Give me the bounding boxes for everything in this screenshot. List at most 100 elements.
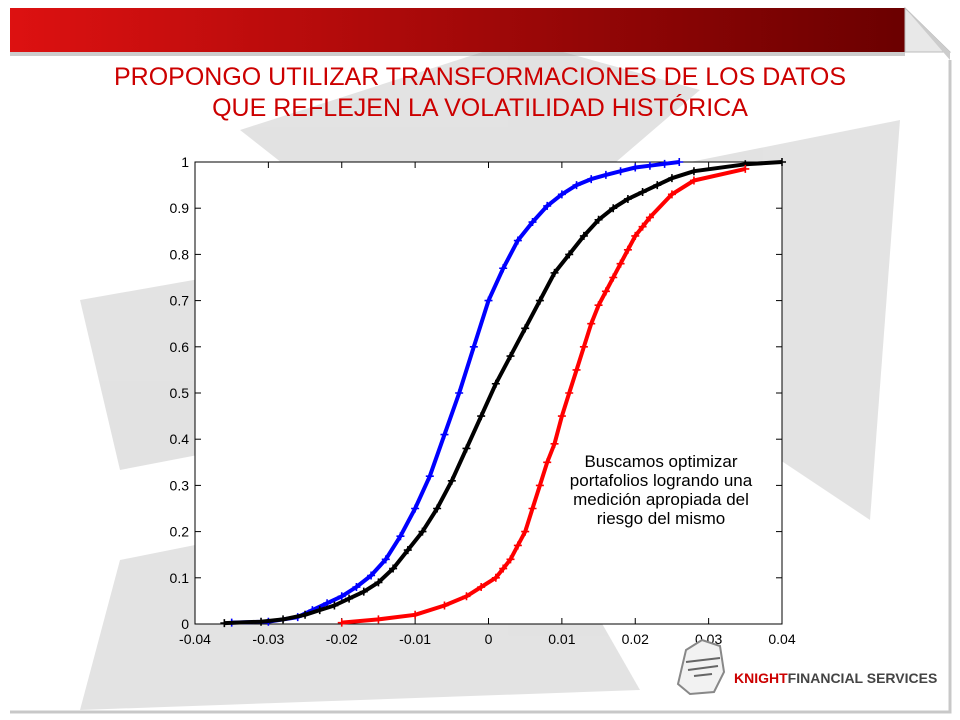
data-point [462,592,471,601]
data-point [660,159,669,168]
data-point [506,352,515,361]
data-point [631,231,640,240]
plot-area [194,161,783,625]
data-point [425,472,434,481]
y-tick-label: 0 [181,616,189,632]
data-point [550,439,559,448]
data-point [337,618,346,627]
data-point [513,236,522,245]
y-tick-label: 0.3 [170,477,190,493]
data-point [557,190,566,199]
data-point [477,583,486,592]
data-point [381,555,390,564]
data-point [491,379,500,388]
y-tick-label: 0.4 [170,431,190,447]
data-point [367,571,376,580]
data-point [491,573,500,582]
data-point [374,615,383,624]
data-point [499,264,508,273]
data-point [279,615,288,624]
x-tick-label: -0.04 [179,631,211,647]
series-2 [220,158,786,628]
y-tick-label: 0.7 [170,293,190,309]
data-point [594,215,603,224]
data-point [440,430,449,439]
data-point [359,587,368,596]
data-point [506,555,515,564]
data-point [396,532,405,541]
data-point [616,259,625,268]
x-tick-label: 0.02 [622,631,649,647]
data-point [257,617,266,626]
data-point [499,564,508,573]
data-point [587,175,596,184]
data-point [565,250,574,259]
data-point [631,163,640,172]
cdf-chart: -0.04 -0.03 -0.02 -0.01 0 0.01 0.02 0.03 0.0400.… [170,154,796,647]
logo-brand: KNIGHT [734,670,788,686]
data-point [447,476,456,485]
data-point [623,194,632,203]
data-point [689,167,698,176]
y-tick-label: 1 [181,154,189,170]
page-curl-corner [904,6,952,60]
data-point [403,546,412,555]
x-tick-label: -0.02 [326,631,358,647]
data-point [528,504,537,513]
data-point [587,319,596,328]
data-point [455,389,464,397]
x-tick-label: 0 [485,631,493,647]
x-tick-label: 0.01 [548,631,575,647]
title-line-1: PROPONGO UTILIZAR TRANSFORMACIONES DE LO… [113,63,847,91]
data-point [667,174,676,183]
data-point [374,578,383,587]
data-point [477,412,486,421]
data-point [543,201,552,210]
data-point [521,527,530,536]
data-point [616,167,625,176]
data-point [330,601,339,610]
data-point [389,564,398,573]
data-point [220,619,229,628]
data-point [579,342,588,351]
y-tick-label: 0.2 [170,524,190,540]
data-point [609,204,618,213]
y-tick-label: 0.6 [170,339,190,355]
data-point [667,190,676,199]
series-3 [337,164,750,627]
company-logo: KNIGHTFINANCIAL SERVICES [668,632,948,712]
y-tick-label: 0.1 [170,570,190,586]
data-point [638,188,647,197]
series-2-band [224,160,783,626]
y-tick-label: 0.8 [170,246,190,262]
data-point [337,592,346,601]
data-point [411,610,420,619]
y-tick-label: 0.9 [170,200,190,216]
data-point [645,161,654,170]
data-point [778,158,786,166]
data-point [513,541,522,550]
data-point [557,412,566,421]
data-point [689,176,698,185]
data-point [550,268,559,277]
data-point [572,181,581,190]
data-point [440,601,449,610]
data-point [601,287,610,296]
data-point [543,458,552,467]
data-point [601,170,610,179]
data-point [741,164,750,173]
x-tick-label: 0.04 [768,631,795,647]
data-point [579,231,588,240]
data-point [594,301,603,310]
data-point [433,504,442,513]
data-point [411,504,420,513]
title-line-2: QUE REFLEJEN LA VOLATILIDAD HISTÓRICA [212,94,748,122]
data-point [345,594,354,603]
annotation-text: Buscamos optimizar portafolios logrando … [569,452,753,528]
data-point [301,610,310,619]
y-tick-label: 0.5 [170,385,190,401]
data-point [675,158,684,166]
x-tick-label: -0.01 [399,631,431,647]
x-tick-label: -0.03 [252,631,284,647]
data-point [315,606,324,615]
